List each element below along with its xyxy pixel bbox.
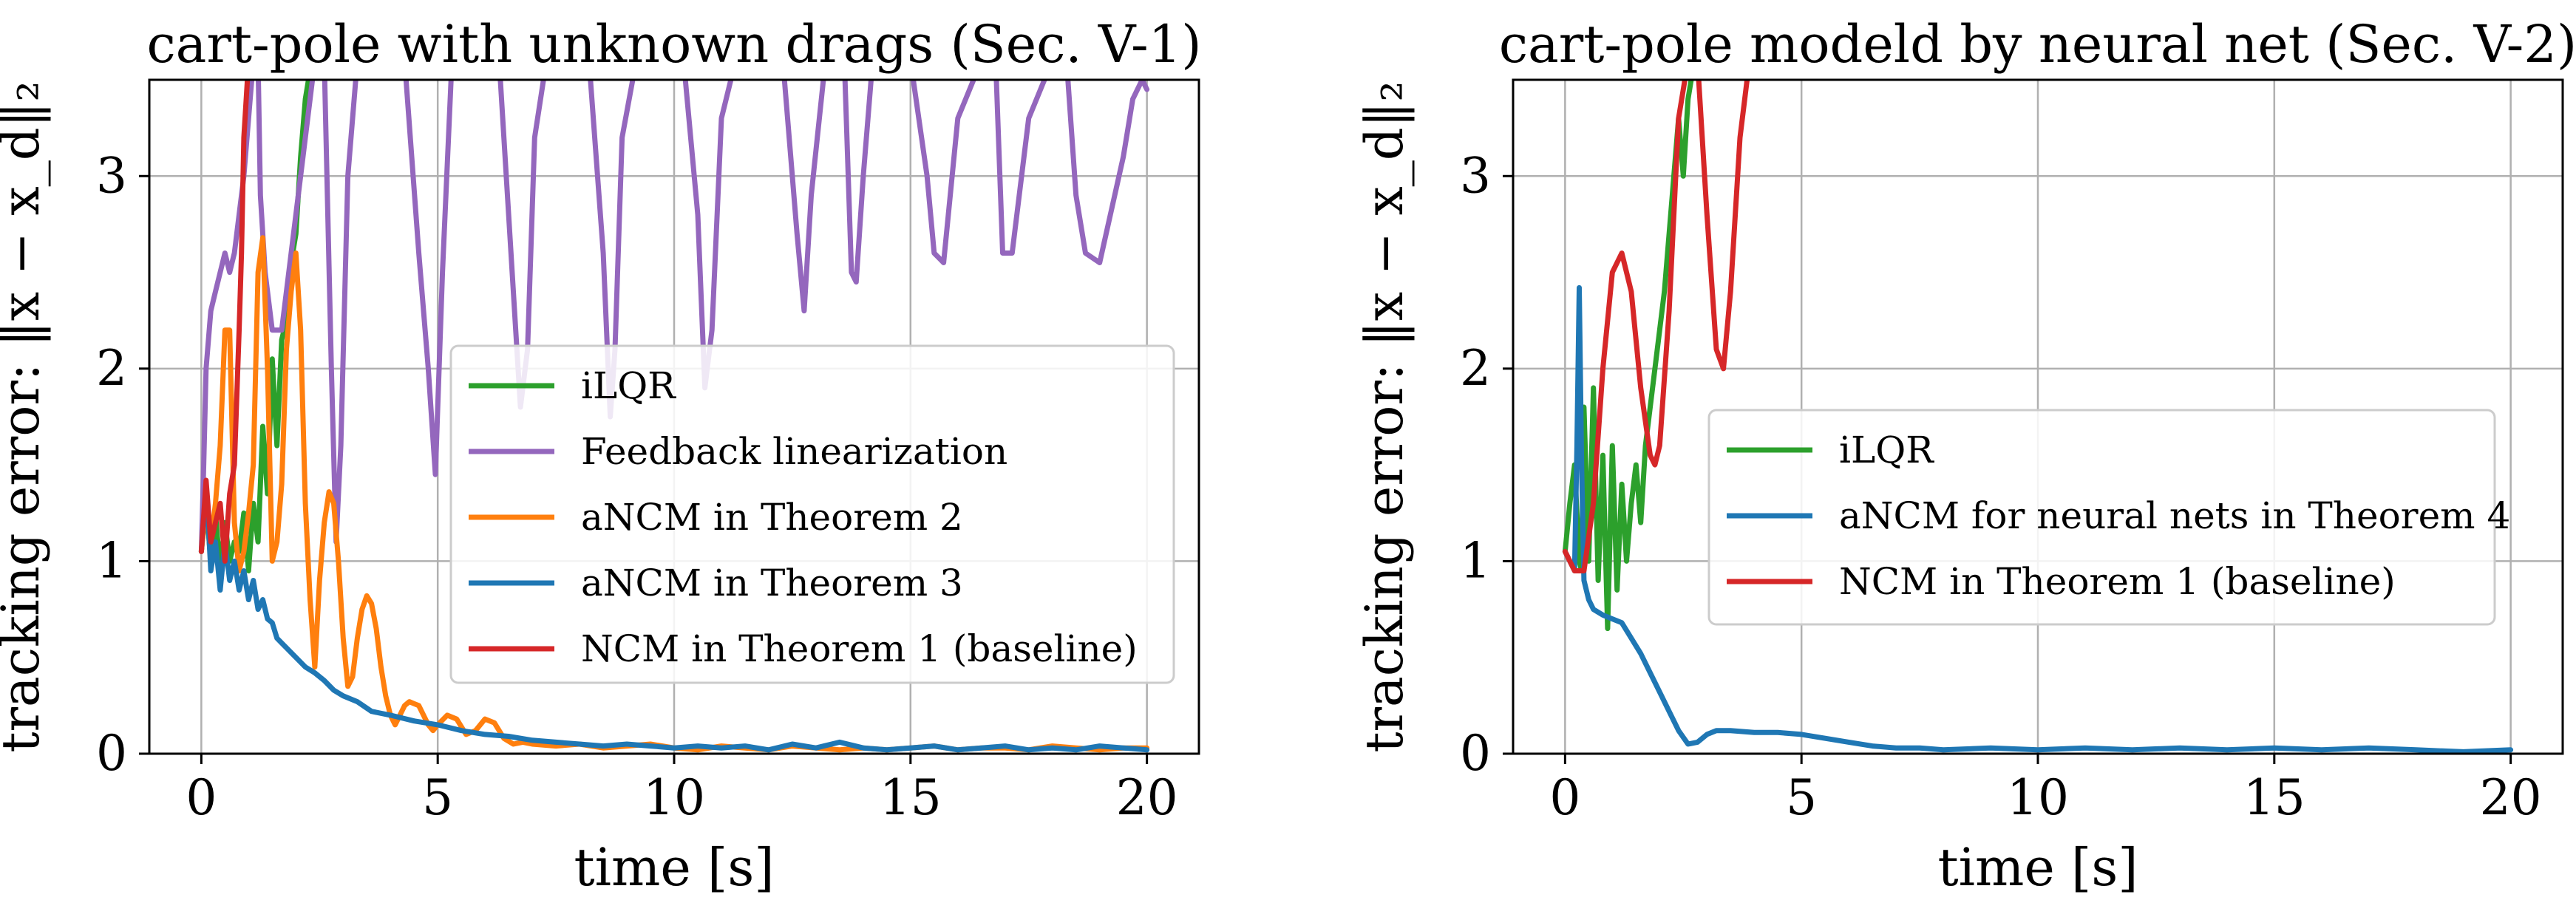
x-tick-label: 15 [2243,769,2305,826]
x-axis-label: time [s] [574,837,774,898]
legend-label: aNCM in Theorem 3 [581,562,963,604]
chart-title: cart-pole modeld by neural net (Sec. V-2… [1499,14,2576,75]
y-tick-label: 3 [1460,147,1491,204]
x-tick-label: 5 [1786,769,1817,826]
series-line-2 [1562,284,2514,754]
legend-box [449,344,1175,684]
legend-label: NCM in Theorem 1 (baseline) [581,627,1138,670]
y-axis-label: tracking error: ‖x − x_d‖₂ [1354,81,1415,752]
series-line-3 [1562,80,1750,573]
legend-label: NCM in Theorem 1 (baseline) [1839,560,2396,603]
legend-label: iLQR [1839,429,1934,471]
y-tick-label: 3 [96,147,127,204]
chart-panel-2: 0 5 10 15 20 0 1 2 3 cart-pole modeld by neural n… [1354,14,2576,898]
x-tick-label: 10 [2007,769,2069,826]
y-tick-label: 2 [96,340,127,397]
x-tick-label: 10 [643,769,705,826]
x-tick-label: 20 [2480,769,2542,826]
x-tick-label: 0 [186,769,217,826]
series-line-2 [198,80,1150,554]
legend-label: aNCM for neural nets in Theorem 4 [1839,494,2510,537]
series-line-5 [198,80,251,564]
x-axis-label: time [s] [1937,837,2138,898]
legend: iLQR Feedback linearization aNCM in Theore… [449,344,1175,684]
series-group [1562,80,2514,754]
legend: iLQR aNCM for neural nets in Theorem 4 NCM… [1707,409,2510,626]
x-tick-label: 15 [880,769,942,826]
chart-title: cart-pole with unknown drags (Sec. V-1) [146,14,1201,75]
legend-label: iLQR [581,364,676,407]
y-tick-label: 0 [96,725,127,782]
series-line-4 [198,481,1150,753]
legend-box [1707,409,2496,626]
y-axis-label: tracking error: ‖x − x_d‖₂ [0,81,51,752]
y-tick-label: 1 [96,532,127,589]
x-tick-label: 20 [1116,769,1178,826]
legend-label: Feedback linearization [581,430,1007,473]
chart-panel-1: 0 5 10 15 20 0 1 2 3 cart-pole with unknown drags… [0,14,1202,898]
x-tick-label: 5 [422,769,453,826]
legend-label: aNCM in Theorem 2 [581,496,963,539]
x-tick-label: 0 [1549,769,1580,826]
y-tick-label: 1 [1460,532,1491,589]
series-group [198,80,1150,753]
y-tick-label: 0 [1460,725,1491,782]
y-tick-label: 2 [1460,340,1491,397]
